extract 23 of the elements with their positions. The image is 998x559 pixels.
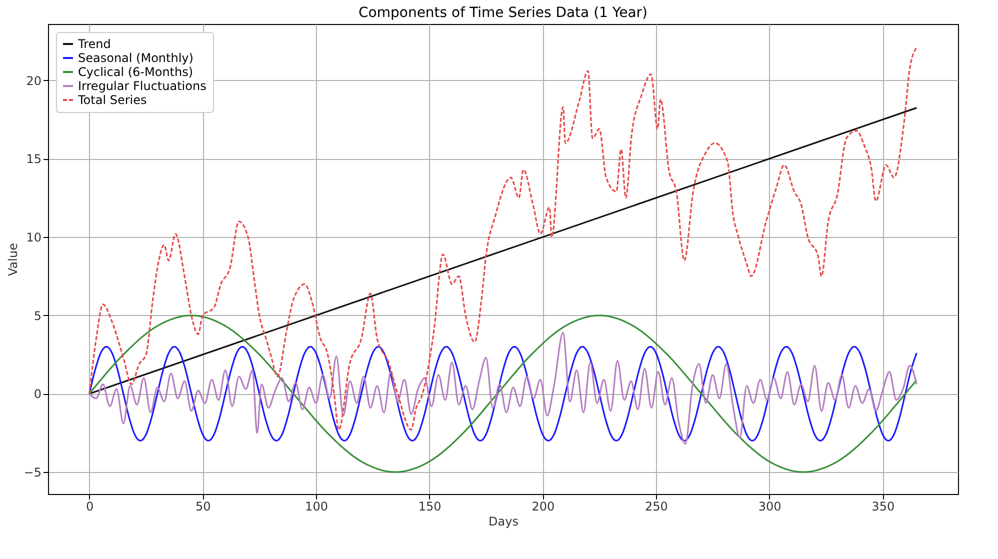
x-tick-label: 100: [305, 500, 328, 514]
legend-label: Cyclical (6-Months): [78, 65, 194, 79]
legend-label: Seasonal (Monthly): [78, 51, 194, 65]
y-tick-label: 0: [34, 387, 42, 402]
chart-title: Components of Time Series Data (1 Year): [358, 5, 648, 21]
x-tick-label: 50: [196, 500, 211, 514]
x-tick-label: 350: [872, 500, 895, 514]
y-tick-label: 10: [26, 230, 42, 245]
x-tick-label: 0: [86, 500, 94, 514]
legend-label: Irregular Fluctuations: [78, 79, 206, 93]
legend-label: Trend: [77, 37, 111, 51]
y-axis-title: Value: [6, 243, 20, 276]
x-tick-label: 300: [758, 500, 782, 514]
x-tick-label: 200: [532, 500, 555, 514]
x-tick-label: 150: [418, 500, 442, 514]
legend-label: Total Series: [77, 93, 147, 107]
x-tick-label: 250: [645, 500, 668, 514]
line-series: [88, 314, 918, 473]
x-axis-title: Days: [488, 514, 518, 528]
y-tick-label: −5: [24, 466, 42, 480]
y-tick-label: 5: [34, 308, 42, 323]
y-tick-label: 20: [26, 74, 42, 88]
y-tick-label: 15: [26, 152, 42, 166]
